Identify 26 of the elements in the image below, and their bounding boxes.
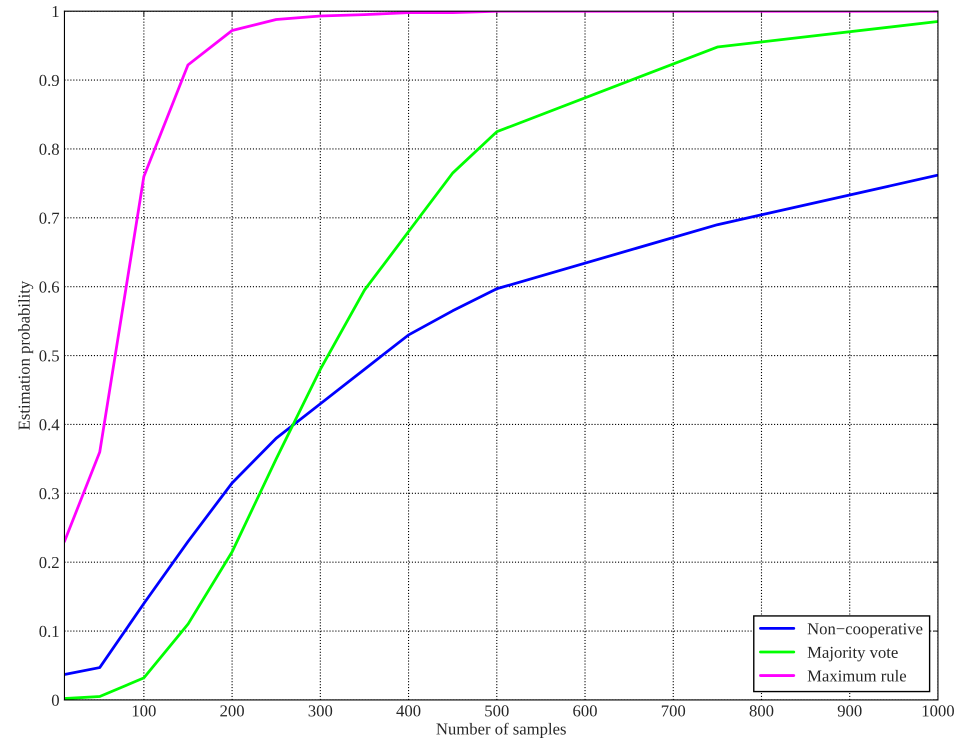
legend-label: Maximum rule <box>808 670 906 682</box>
x-tick-label: 100 <box>132 705 156 717</box>
y-tick-label: 0.1 <box>39 626 59 638</box>
y-tick-label: 0.2 <box>39 556 59 568</box>
y-tick-label: 0 <box>52 694 59 706</box>
x-tick-label: 600 <box>573 705 597 717</box>
y-tick-label: 0.9 <box>39 74 59 86</box>
x-tick-label: 500 <box>485 705 509 717</box>
x-tick-label: 900 <box>838 705 862 717</box>
x-tick-label: 300 <box>308 705 332 717</box>
x-tick-label: 200 <box>220 705 244 717</box>
y-axis-title: Estimation probability <box>18 280 34 430</box>
y-tick-label: 0.6 <box>39 281 60 293</box>
y-tick-label: 1 <box>52 6 59 17</box>
y-tick-label: 0.7 <box>39 212 60 224</box>
y-tick-label: 0.3 <box>39 488 59 500</box>
legend-label: Majority vote <box>808 646 898 662</box>
x-tick-label: 400 <box>396 705 420 717</box>
x-tick-label: 700 <box>662 705 686 717</box>
y-tick-label: 0.5 <box>39 350 59 362</box>
legend-label: Non−cooperative <box>808 623 922 638</box>
y-tick-label: 0.8 <box>39 144 59 155</box>
y-tick-label: 0.4 <box>39 419 60 430</box>
x-tick-label: 800 <box>750 705 774 717</box>
x-axis-title: Number of samples <box>436 722 566 738</box>
x-tick-label: 1000 <box>922 705 954 717</box>
